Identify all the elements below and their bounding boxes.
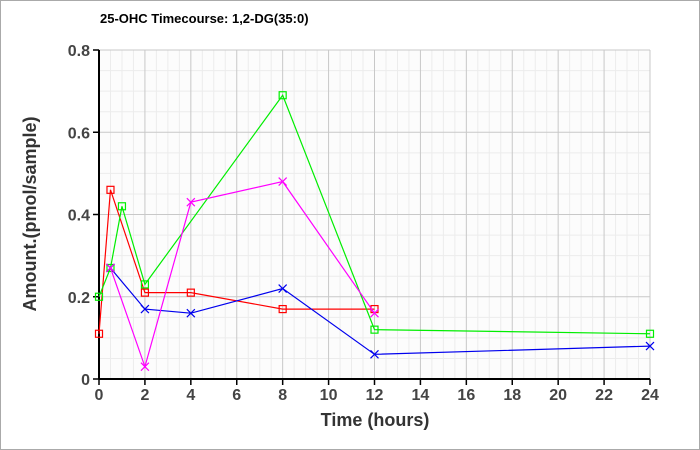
x-tick-label: 14 bbox=[412, 387, 430, 404]
data-point bbox=[186, 197, 196, 207]
x-tick-label: 8 bbox=[278, 387, 287, 404]
data-point bbox=[117, 202, 127, 211]
data-point bbox=[370, 325, 379, 334]
y-tick-label: 0.2 bbox=[68, 290, 90, 307]
x-tick-label: 22 bbox=[595, 387, 613, 404]
data-point bbox=[278, 177, 288, 187]
data-point bbox=[278, 304, 287, 314]
data-point bbox=[140, 280, 150, 289]
data-point bbox=[94, 329, 104, 338]
y-axis-label: Amount.(pmol/sample) bbox=[20, 116, 40, 311]
data-point bbox=[645, 329, 655, 338]
data-point bbox=[140, 288, 150, 297]
data-point bbox=[645, 341, 655, 351]
x-tick-label: 4 bbox=[186, 387, 195, 404]
series-group bbox=[94, 91, 655, 372]
data-point bbox=[94, 292, 104, 301]
x-tick-label: 12 bbox=[366, 387, 384, 404]
data-point bbox=[106, 185, 115, 194]
x-tick-label: 0 bbox=[95, 387, 104, 404]
x-axis-label: Time (hours) bbox=[321, 410, 430, 430]
x-tick-label: 20 bbox=[549, 387, 567, 404]
series-line-2 bbox=[110, 267, 651, 355]
data-point bbox=[140, 362, 150, 372]
grid bbox=[98, 49, 651, 380]
x-tick-label: 2 bbox=[140, 387, 149, 404]
x-tick-label: 24 bbox=[641, 387, 659, 404]
x-tick-label: 16 bbox=[457, 387, 475, 404]
series-line-0 bbox=[98, 189, 375, 334]
data-point bbox=[370, 349, 379, 359]
y-tick-label: 0 bbox=[81, 372, 90, 389]
data-point bbox=[106, 263, 115, 273]
y-tick-label: 0.4 bbox=[68, 208, 90, 225]
x-tick-label: 6 bbox=[232, 387, 241, 404]
data-point bbox=[278, 284, 288, 293]
x-tick-label: 10 bbox=[320, 387, 338, 404]
y-tick-label: 0.8 bbox=[68, 43, 90, 60]
y-tick-label: 0.6 bbox=[68, 125, 90, 142]
data-point bbox=[186, 288, 195, 297]
x-tick-label: 18 bbox=[503, 387, 521, 404]
data-point bbox=[278, 91, 287, 100]
chart-title: 25-OHC Timecourse: 1,2-DG(35:0) bbox=[100, 11, 309, 26]
data-point bbox=[140, 304, 150, 314]
data-point bbox=[106, 263, 115, 273]
data-point bbox=[370, 308, 379, 318]
data-point bbox=[186, 308, 196, 318]
